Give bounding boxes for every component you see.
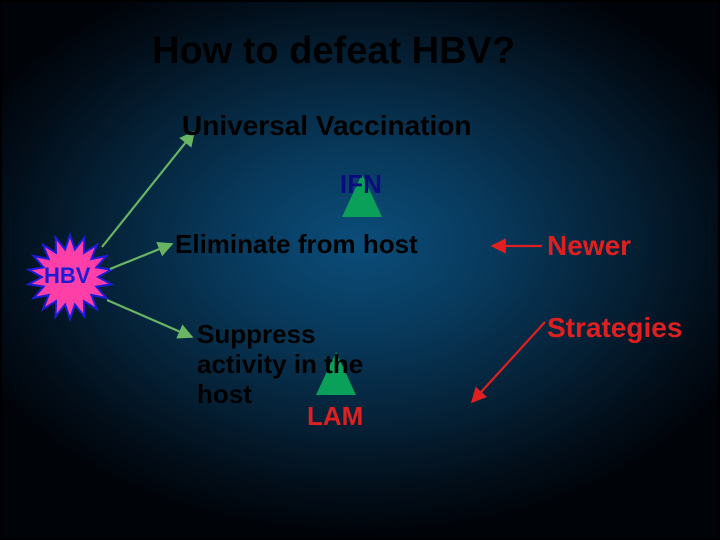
slide-stage: How to defeat HBV? Universal Vaccination…	[0, 0, 720, 540]
newer-label: Newer	[547, 230, 631, 262]
eliminate-label: Eliminate from host	[175, 230, 418, 260]
universal-vaccination-label: Universal Vaccination	[182, 110, 471, 142]
slide-title: How to defeat HBV?	[152, 30, 515, 74]
suppress-label: Suppress activity in the host	[197, 320, 363, 410]
hbv-to-supp	[107, 300, 192, 337]
hbv-burst-label: HBV	[44, 263, 90, 289]
newer-to-supp	[472, 322, 545, 402]
strategies-label: Strategies	[547, 312, 682, 344]
ifn-label: IFN	[340, 170, 382, 200]
diagram-overlay	[2, 2, 720, 540]
lam-label: LAM	[307, 402, 363, 432]
hbv-to-elim	[110, 244, 172, 269]
